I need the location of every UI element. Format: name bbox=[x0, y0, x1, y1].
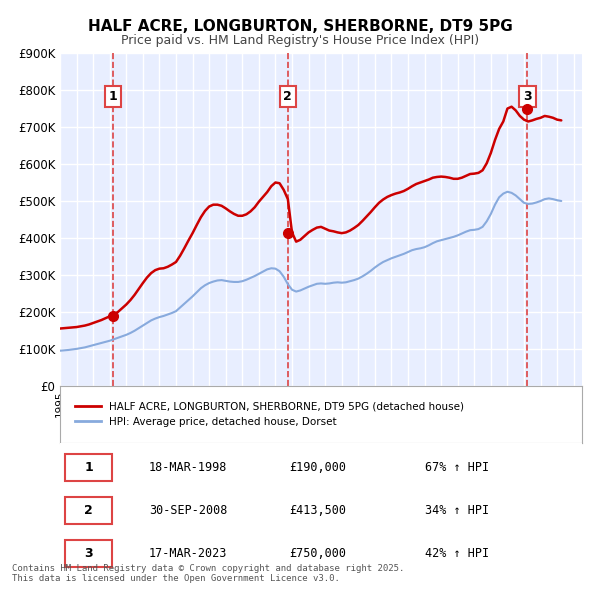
Text: Price paid vs. HM Land Registry's House Price Index (HPI): Price paid vs. HM Land Registry's House … bbox=[121, 34, 479, 47]
Text: 2: 2 bbox=[85, 504, 93, 517]
Text: 18-MAR-1998: 18-MAR-1998 bbox=[149, 461, 227, 474]
Text: 1: 1 bbox=[85, 461, 93, 474]
Text: 1: 1 bbox=[109, 90, 118, 103]
Text: 42% ↑ HPI: 42% ↑ HPI bbox=[425, 548, 490, 560]
FancyBboxPatch shape bbox=[65, 497, 112, 524]
Text: £413,500: £413,500 bbox=[290, 504, 347, 517]
Text: 2: 2 bbox=[283, 90, 292, 103]
FancyBboxPatch shape bbox=[65, 454, 112, 481]
Text: 34% ↑ HPI: 34% ↑ HPI bbox=[425, 504, 490, 517]
Text: 3: 3 bbox=[85, 548, 93, 560]
Text: £750,000: £750,000 bbox=[290, 548, 347, 560]
Text: 67% ↑ HPI: 67% ↑ HPI bbox=[425, 461, 490, 474]
Legend: HALF ACRE, LONGBURTON, SHERBORNE, DT9 5PG (detached house), HPI: Average price, : HALF ACRE, LONGBURTON, SHERBORNE, DT9 5P… bbox=[70, 398, 468, 431]
Text: HALF ACRE, LONGBURTON, SHERBORNE, DT9 5PG: HALF ACRE, LONGBURTON, SHERBORNE, DT9 5P… bbox=[88, 19, 512, 34]
Text: 17-MAR-2023: 17-MAR-2023 bbox=[149, 548, 227, 560]
Text: 3: 3 bbox=[523, 90, 532, 103]
FancyBboxPatch shape bbox=[65, 540, 112, 568]
Text: 30-SEP-2008: 30-SEP-2008 bbox=[149, 504, 227, 517]
Text: £190,000: £190,000 bbox=[290, 461, 347, 474]
Text: Contains HM Land Registry data © Crown copyright and database right 2025.
This d: Contains HM Land Registry data © Crown c… bbox=[12, 563, 404, 583]
